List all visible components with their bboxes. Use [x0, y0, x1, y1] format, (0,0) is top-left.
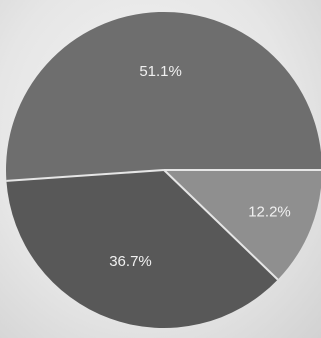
pie-slice-1 — [164, 170, 321, 280]
slice-label-2: 36.7% — [109, 253, 152, 270]
slice-label-3: 51.1% — [139, 63, 182, 80]
slice-separator-2 — [163, 169, 279, 281]
slice-separators — [6, 169, 321, 281]
slice-labels: 12.2% 36.7% 51.1% — [109, 63, 291, 270]
slice-separator-3 — [6, 169, 165, 182]
pie-slice-2 — [6, 170, 278, 329]
slice-label-1: 12.2% — [248, 203, 291, 220]
pie-slices — [6, 11, 321, 329]
pie-slice-3 — [6, 11, 321, 181]
